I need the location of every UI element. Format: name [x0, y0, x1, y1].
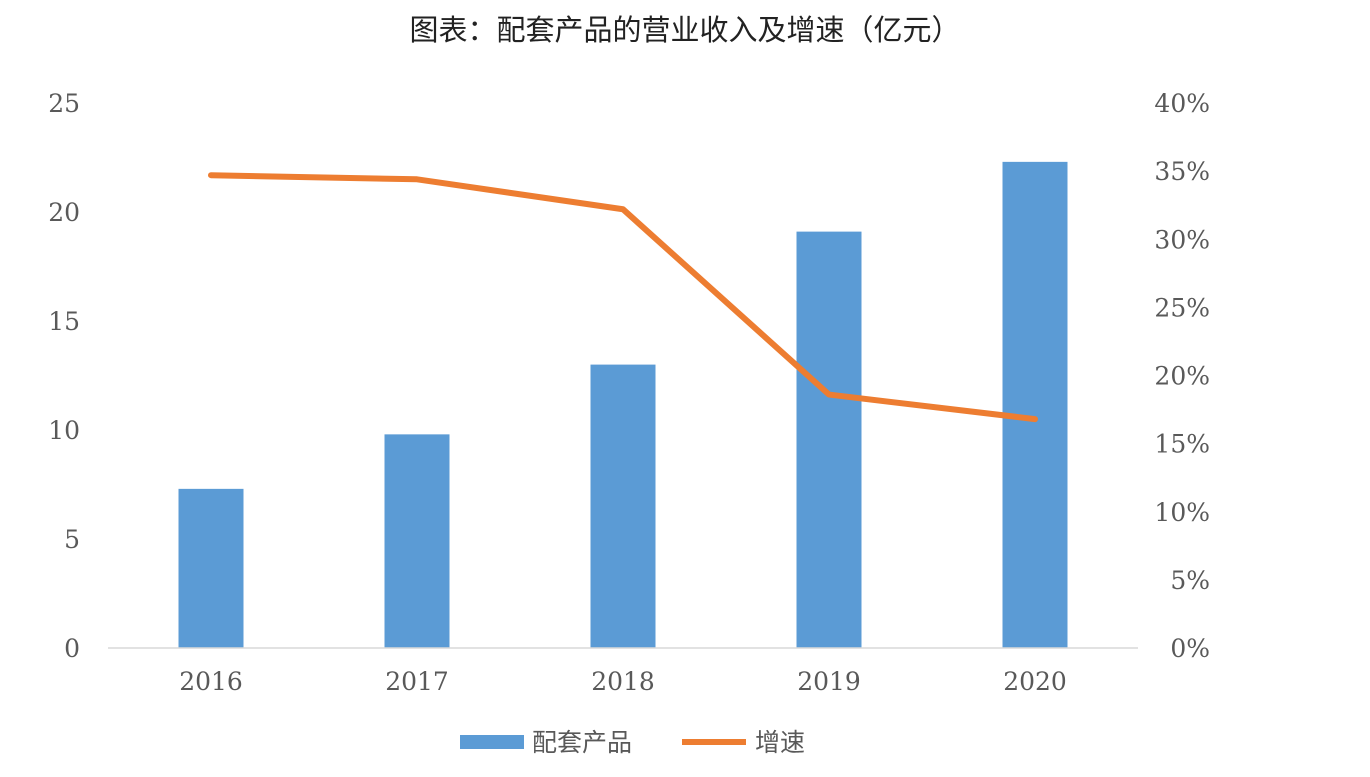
left-tick-label: 10	[48, 416, 80, 445]
left-tick-label: 20	[48, 198, 80, 227]
x-tick-label: 2020	[1003, 667, 1067, 696]
x-tick-label: 2018	[591, 667, 655, 696]
legend-line-label: 增速	[755, 728, 805, 757]
legend: 配套产品 增速	[460, 728, 805, 757]
legend-bar-swatch	[460, 735, 524, 749]
bar-2019	[797, 232, 862, 648]
right-tick-label: 30%	[1154, 225, 1210, 254]
legend-bar-label: 配套产品	[532, 728, 632, 757]
right-tick-label: 20%	[1154, 362, 1210, 391]
bar-2016	[179, 489, 244, 648]
right-tick-label: 10%	[1154, 498, 1210, 527]
x-tick-label: 2016	[179, 667, 243, 696]
x-tick-label: 2019	[797, 667, 861, 696]
right-tick-label: 40%	[1154, 89, 1210, 118]
left-tick-label: 15	[48, 307, 80, 336]
right-tick-label: 35%	[1154, 157, 1210, 186]
x-tick-label: 2017	[385, 667, 449, 696]
left-tick-label: 25	[48, 89, 80, 118]
chart-title: 图表：配套产品的营业收入及增速（亿元）	[409, 13, 960, 47]
right-tick-label: 15%	[1154, 430, 1210, 459]
bar-2018	[591, 365, 656, 648]
left-tick-label: 5	[64, 525, 80, 554]
left-tick-label: 0	[64, 634, 80, 663]
bar-2017	[385, 434, 450, 648]
right-tick-label: 0%	[1170, 634, 1210, 663]
right-tick-label: 25%	[1154, 293, 1210, 322]
right-tick-label: 5%	[1170, 566, 1210, 595]
bar-2020	[1003, 162, 1068, 648]
